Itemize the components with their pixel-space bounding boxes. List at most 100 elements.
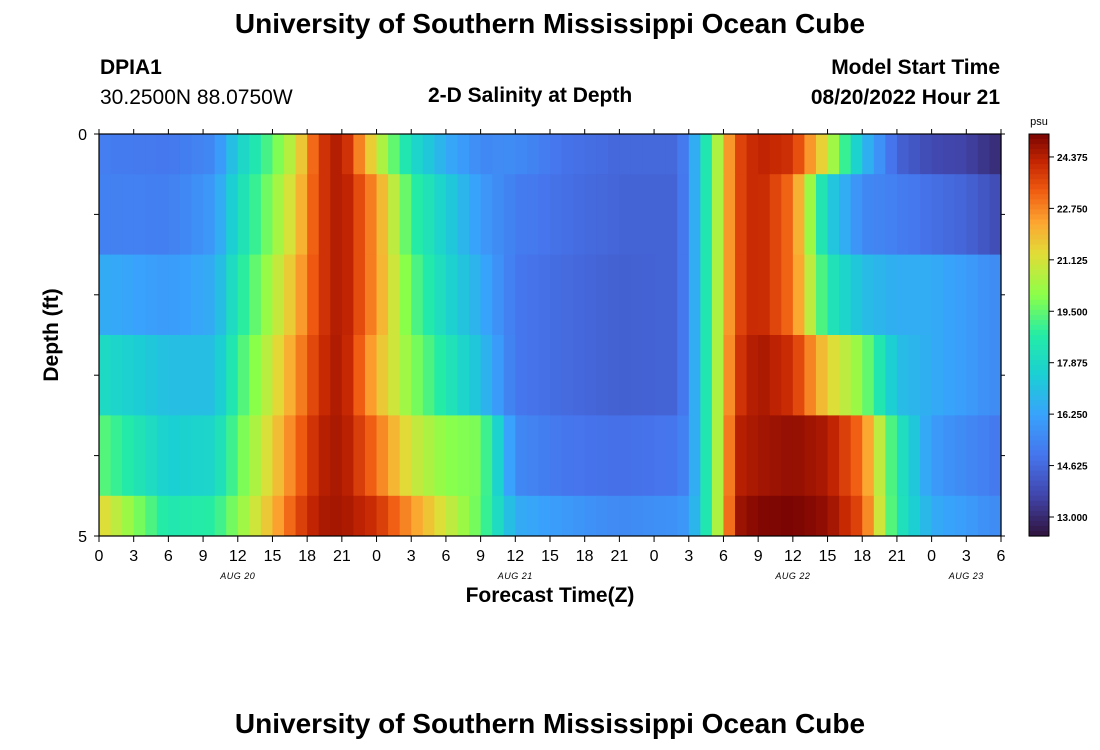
- heatmap-cell: [607, 174, 620, 255]
- heatmap-cell: [792, 134, 806, 175]
- heatmap-cell: [168, 335, 181, 416]
- heatmap-cell: [758, 174, 771, 255]
- heatmap-cell: [654, 415, 667, 497]
- heatmap-cell: [457, 254, 470, 336]
- heatmap-cell: [122, 495, 135, 537]
- heatmap-cell: [341, 495, 355, 537]
- heatmap-cell: [827, 134, 840, 175]
- colorbar-segment: [1029, 445, 1049, 452]
- colorbar-segment: [1029, 299, 1049, 306]
- heatmap-cell: [688, 415, 701, 497]
- heatmap-cell: [145, 134, 158, 175]
- heatmap-cell: [99, 134, 112, 175]
- heatmap-cell: [411, 174, 424, 255]
- x-tick-label: 15: [264, 548, 282, 565]
- heatmap-cell: [815, 254, 829, 336]
- heatmap-cell: [203, 335, 216, 416]
- heatmap-cell: [330, 415, 343, 497]
- heatmap-cell: [388, 415, 401, 497]
- x-tick-label: 3: [129, 548, 138, 565]
- heatmap-cell: [480, 415, 493, 497]
- heatmap-cell: [526, 174, 540, 255]
- heatmap-cell: [272, 415, 285, 497]
- heatmap-cell: [341, 335, 355, 416]
- heatmap-cell: [654, 254, 667, 336]
- heatmap-cell: [457, 335, 470, 416]
- heatmap-cell: [156, 415, 169, 497]
- heatmap-cell: [654, 174, 667, 255]
- heatmap-cell: [168, 134, 181, 175]
- x-tick-label: 18: [853, 548, 871, 565]
- colorbar-segment: [1029, 335, 1049, 341]
- heatmap-cell: [573, 254, 586, 336]
- heatmap-cell: [364, 174, 378, 255]
- heatmap-cell: [723, 415, 736, 497]
- heatmap-cell: [642, 134, 655, 175]
- heatmap-cell: [284, 415, 297, 497]
- day-label: AUG 21: [497, 571, 533, 581]
- heatmap-cell: [815, 495, 829, 537]
- heatmap-cell: [550, 254, 563, 336]
- heatmap-cell: [353, 495, 366, 537]
- heatmap-cell: [284, 174, 297, 255]
- heatmap-cell: [584, 335, 597, 416]
- heatmap-cell: [203, 254, 216, 336]
- colorbar-segment: [1029, 350, 1049, 356]
- heatmap-cell: [538, 335, 551, 416]
- colorbar-segment: [1029, 279, 1049, 286]
- heatmap-cell: [781, 174, 794, 255]
- heatmap-cell: [839, 134, 852, 175]
- heatmap-cell: [214, 134, 227, 175]
- heatmap-cell: [735, 254, 748, 336]
- heatmap-cell: [943, 254, 956, 336]
- heatmap-cell: [272, 134, 285, 175]
- heatmap-cell: [584, 415, 597, 497]
- heatmap-cell: [411, 335, 424, 416]
- heatmap-cell: [862, 335, 875, 416]
- heatmap-cell: [769, 134, 782, 175]
- x-tick-label: 6: [441, 548, 450, 565]
- heatmap-cell: [839, 174, 852, 255]
- colorbar-segment: [1029, 254, 1049, 261]
- heatmap-cell: [873, 495, 886, 537]
- heatmap-cell: [573, 335, 586, 416]
- heatmap-cell: [977, 174, 991, 255]
- heatmap-cell: [943, 415, 956, 497]
- heatmap-cell: [388, 174, 401, 255]
- heatmap-cell: [399, 335, 412, 416]
- heatmap-cell: [318, 335, 331, 416]
- heatmap-cell: [457, 495, 470, 537]
- heatmap-cell: [711, 174, 725, 255]
- x-tick-label: 12: [784, 548, 802, 565]
- heatmap-cell: [677, 335, 690, 416]
- heatmap-cell: [411, 495, 424, 537]
- heatmap-cell: [607, 335, 620, 416]
- colorbar-segment: [1029, 244, 1049, 251]
- heatmap-cell: [434, 174, 447, 255]
- heatmap-cell: [469, 335, 482, 416]
- x-tick-label: 9: [476, 548, 485, 565]
- heatmap-cell: [318, 174, 331, 255]
- heatmap-cell: [295, 415, 308, 497]
- colorbar-segment: [1029, 430, 1049, 437]
- heatmap-cell: [203, 415, 216, 497]
- heatmap-cell: [630, 335, 644, 416]
- colorbar-unit: psu: [1030, 116, 1048, 128]
- heatmap-cell: [307, 415, 320, 497]
- page-title: University of Southern Mississippi Ocean…: [234, 8, 866, 39]
- heatmap-cell: [711, 495, 725, 537]
- heatmap-cell: [723, 134, 736, 175]
- heatmap-cell: [561, 335, 574, 416]
- colorbar-segment: [1029, 179, 1049, 185]
- colorbar: 24.375 22.750 21.125 19.500 17.875 16.250 14.6…: [1028, 116, 1088, 537]
- heatmap-cell: [526, 134, 540, 175]
- heatmap-cell: [642, 495, 655, 537]
- heatmap-cell: [515, 174, 528, 255]
- heatmap-cell: [561, 254, 574, 336]
- heatmap-cell: [364, 495, 378, 537]
- heatmap-cell: [295, 254, 308, 336]
- heatmap-cell: [954, 415, 967, 497]
- heatmap-cell: [896, 254, 910, 336]
- heatmap-cell: [203, 495, 216, 537]
- heatmap-cell: [920, 134, 933, 175]
